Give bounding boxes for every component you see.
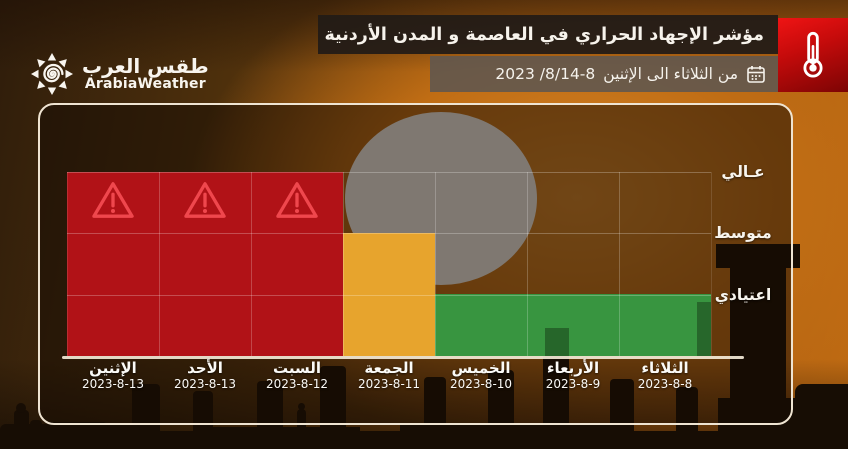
- date-range-dates: 2023 /8/14-8: [495, 65, 596, 83]
- thermometer-badge: [778, 18, 848, 92]
- calendar-icon: [747, 66, 765, 83]
- day-label: الأربعاء 2023-8-9: [545, 359, 601, 391]
- day-label: الأحد 2023-8-13: [173, 359, 237, 391]
- x-axis-baseline: [62, 356, 744, 359]
- level-bar: [619, 294, 711, 356]
- gridline-vertical: [527, 172, 528, 356]
- brand-logo: طقس العرب ArabiaWeather: [30, 52, 209, 96]
- rocks-silhouette: [46, 422, 108, 449]
- day-column-wednesday: [527, 172, 619, 356]
- thermometer-icon: [803, 31, 823, 78]
- warning-icon: [184, 182, 226, 218]
- gridline-medium: [67, 233, 711, 234]
- brand-name-arabic: طقس العرب: [82, 54, 209, 79]
- warning-icon: [92, 182, 134, 218]
- brand-name-english: ArabiaWeather: [84, 76, 206, 93]
- person-silhouette: [14, 410, 29, 442]
- gridline-vertical: [711, 172, 712, 356]
- level-bar: [251, 172, 343, 356]
- day-label: السبت 2023-8-12: [265, 359, 329, 391]
- gridline-vertical: [619, 172, 620, 356]
- level-bar: [527, 294, 619, 356]
- date-range-text: من الثلاثاء الى الإثنين: [603, 65, 738, 83]
- day-column-sunday: [159, 172, 251, 356]
- day-column-monday: [67, 172, 159, 356]
- day-label: الثلاثاء 2023-8-8: [637, 359, 693, 391]
- ruins-silhouette: [795, 384, 848, 449]
- ground-silhouette: [400, 425, 620, 449]
- person-silhouette: [30, 420, 42, 442]
- heat-stress-chart: عـالي متوسط اعتيادي الثلاثاء 2023-8-8 ال…: [38, 103, 793, 425]
- day-column-tuesday: [619, 172, 711, 356]
- plot-area: [67, 172, 711, 356]
- warning-icon: [276, 182, 318, 218]
- gridline-vertical: [343, 172, 344, 356]
- day-column-thursday: [435, 172, 527, 356]
- level-bar: [159, 172, 251, 356]
- level-label-medium: متوسط: [714, 224, 772, 242]
- gridline-vertical: [159, 172, 160, 356]
- gridline-vertical: [251, 172, 252, 356]
- gridline-vertical: [435, 172, 436, 356]
- day-column-saturday: [251, 172, 343, 356]
- gridline-high: [67, 172, 711, 173]
- level-label-normal: اعتيادي: [714, 286, 772, 304]
- level-bar: [343, 233, 435, 356]
- day-label: الإثنين 2023-8-13: [81, 359, 145, 391]
- day-label: الجمعة 2023-8-11: [357, 359, 421, 391]
- ground-silhouette: [210, 427, 360, 449]
- page-title: مؤشر الإجهاد الحراري في العاصمة و المدن …: [324, 24, 764, 45]
- person-head-silhouette: [16, 403, 26, 413]
- gridline-vertical: [67, 172, 68, 356]
- level-label-high: عـالي: [721, 163, 765, 181]
- gridline-normal: [67, 295, 711, 296]
- level-bar: [435, 294, 527, 356]
- x-axis-labels: الثلاثاء 2023-8-8 الأربعاء 2023-8-9 الخم…: [67, 359, 711, 391]
- sun-spiral-logo-icon: [31, 53, 73, 95]
- level-bar: [67, 172, 159, 356]
- date-range-bar: من الثلاثاء الى الإثنين 2023 /8/14-8: [430, 56, 778, 92]
- day-column-friday: [343, 172, 435, 356]
- title-bar: مؤشر الإجهاد الحراري في العاصمة و المدن …: [318, 15, 778, 54]
- day-label: الخميس 2023-8-10: [449, 359, 513, 391]
